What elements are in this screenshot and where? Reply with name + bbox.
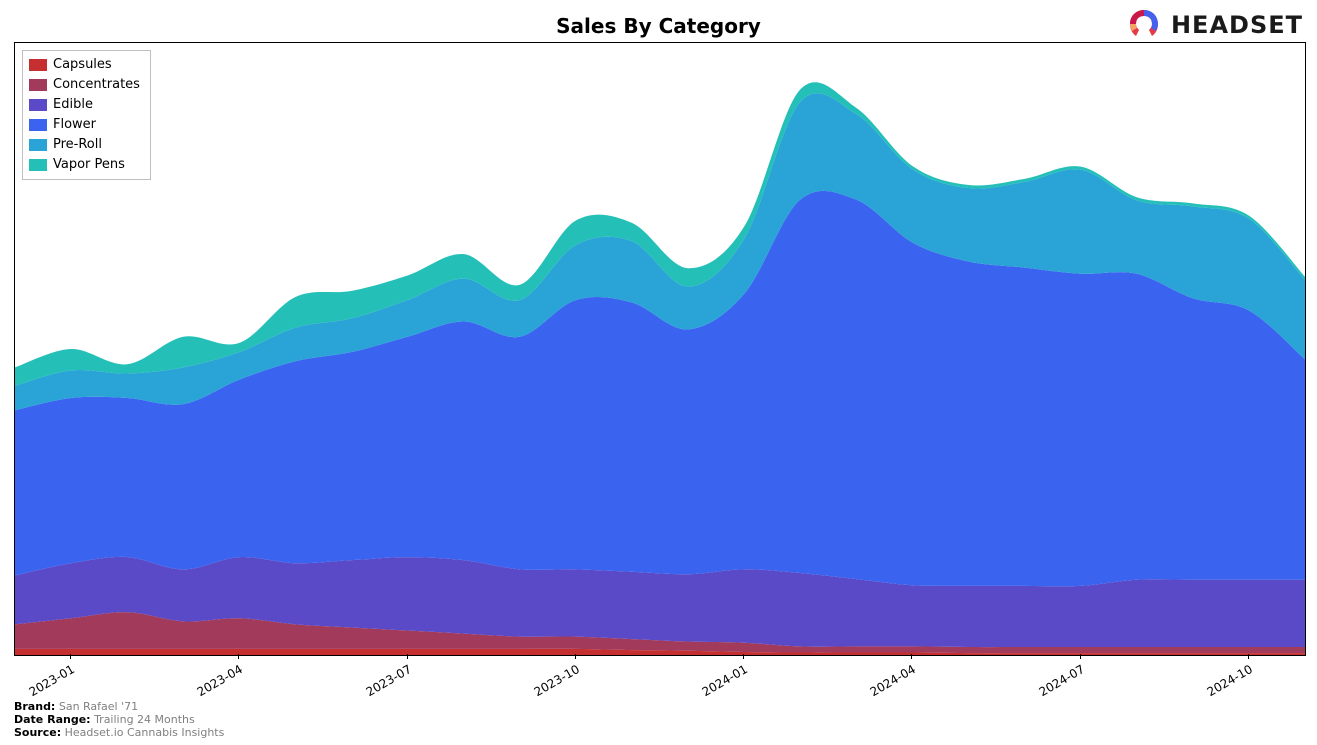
footer-date-range: Date Range: Trailing 24 Months bbox=[14, 713, 224, 726]
legend-label: Edible bbox=[53, 95, 93, 115]
x-tick-label: 2024-07 bbox=[1036, 662, 1086, 699]
legend-swatch bbox=[29, 59, 47, 71]
x-tick-label: 2023-04 bbox=[195, 662, 245, 699]
x-tick-label: 2024-04 bbox=[868, 662, 918, 699]
legend-item: Capsules bbox=[29, 55, 140, 75]
legend-label: Flower bbox=[53, 115, 96, 135]
logo-mark-icon bbox=[1125, 6, 1163, 44]
chart-title: Sales By Category bbox=[0, 14, 1317, 38]
chart-footer: Brand: San Rafael '71 Date Range: Traili… bbox=[14, 700, 224, 739]
legend-swatch bbox=[29, 79, 47, 91]
legend: CapsulesConcentratesEdibleFlowerPre-Roll… bbox=[22, 50, 151, 180]
legend-label: Concentrates bbox=[53, 75, 140, 95]
legend-item: Pre-Roll bbox=[29, 135, 140, 155]
logo-text: HEADSET bbox=[1171, 11, 1303, 39]
legend-label: Vapor Pens bbox=[53, 155, 125, 175]
footer-source: Source: Headset.io Cannabis Insights bbox=[14, 726, 224, 739]
legend-label: Capsules bbox=[53, 55, 112, 75]
x-tick-label: 2024-01 bbox=[700, 662, 750, 699]
legend-item: Flower bbox=[29, 115, 140, 135]
x-tick-label: 2024-10 bbox=[1204, 662, 1254, 699]
stacked-area-svg bbox=[15, 43, 1305, 655]
plot-area bbox=[14, 42, 1306, 656]
legend-item: Vapor Pens bbox=[29, 155, 140, 175]
legend-swatch bbox=[29, 99, 47, 111]
x-tick-label: 2023-07 bbox=[363, 662, 413, 699]
x-tick-label: 2023-01 bbox=[27, 662, 77, 699]
x-axis-ticks: 2023-01 2023-04 2023-07 2023-10 2024-01 2024-… bbox=[14, 654, 1304, 704]
legend-swatch bbox=[29, 119, 47, 131]
legend-swatch bbox=[29, 159, 47, 171]
brand-logo: HEADSET bbox=[1125, 6, 1303, 44]
footer-brand: Brand: San Rafael '71 bbox=[14, 700, 224, 713]
legend-swatch bbox=[29, 139, 47, 151]
legend-item: Edible bbox=[29, 95, 140, 115]
legend-item: Concentrates bbox=[29, 75, 140, 95]
legend-label: Pre-Roll bbox=[53, 135, 102, 155]
chart-container: Sales By Category HEADSET CapsulesConcen… bbox=[0, 0, 1317, 745]
x-tick-label: 2023-10 bbox=[531, 662, 581, 699]
